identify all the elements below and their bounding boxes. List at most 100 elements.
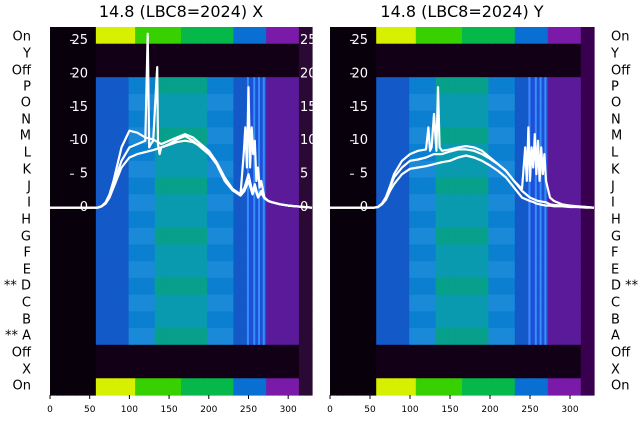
heatmap-cell <box>63 244 71 262</box>
heatmap-cell <box>356 127 364 145</box>
heatmap-cell <box>363 194 371 212</box>
heatmap-cell <box>128 344 136 363</box>
heatmap-cell <box>488 227 496 246</box>
heatmap-cell <box>69 361 77 379</box>
heatmap-cell <box>226 294 234 312</box>
heatmap-cell <box>422 344 430 363</box>
heatmap-cell <box>141 177 149 195</box>
heatmap-cell <box>481 227 489 246</box>
heatmap-cell <box>63 344 71 363</box>
heatmap-cell <box>95 160 103 179</box>
heatmap-background <box>330 27 595 396</box>
heatmap-cell <box>108 361 117 379</box>
heatmap-cell <box>336 93 344 112</box>
heatmap-cell <box>200 194 208 212</box>
heatmap-cell <box>587 294 595 312</box>
heatmap-cell <box>336 60 344 78</box>
heatmap-cell <box>279 27 287 45</box>
heatmap-cell <box>246 227 254 246</box>
heatmap-cell <box>181 261 189 279</box>
x-tick-label: 250 <box>240 405 257 415</box>
heatmap-cell <box>330 261 338 279</box>
heatmap-cell <box>587 43 595 62</box>
heatmap-cell <box>95 328 103 346</box>
heatmap-cell <box>233 177 241 195</box>
heatmap-cell <box>154 27 162 45</box>
heatmap-cell <box>95 344 103 363</box>
heatmap-cell <box>580 277 588 296</box>
heatmap-cell <box>587 60 595 78</box>
heatmap-cell <box>508 60 516 78</box>
heatmap-cell <box>200 378 208 396</box>
heatmap-cell <box>501 60 509 78</box>
heatmap-cell <box>161 311 169 329</box>
heatmap-cell <box>82 144 90 162</box>
heatmap-cell <box>574 110 582 128</box>
heatmap-cell <box>220 261 228 279</box>
heatmap-cell <box>82 43 90 62</box>
heatmap-cell <box>194 277 202 296</box>
heatmap-cell <box>213 127 221 145</box>
heatmap-cell <box>50 127 58 145</box>
heatmap-cell <box>194 60 202 78</box>
heatmap-cell <box>422 127 430 145</box>
heatmap-cell <box>135 227 143 246</box>
heatmap-cell <box>415 60 423 78</box>
heatmap-cell <box>363 378 371 396</box>
series-line-3 <box>330 86 595 209</box>
heatmap-cell <box>422 211 430 229</box>
heatmap-cell <box>239 93 248 112</box>
heatmap-cell <box>154 378 162 396</box>
heatmap-cell <box>56 261 64 279</box>
heatmap-cell <box>580 244 588 262</box>
heatmap-cell <box>285 43 293 62</box>
heatmap-cell <box>488 60 496 78</box>
heatmap-cell <box>547 194 555 212</box>
heatmap-cell <box>239 77 248 95</box>
x-tick-label: 150 <box>441 405 458 415</box>
heatmap-cell <box>56 93 64 112</box>
heatmap-cell <box>76 177 84 195</box>
heatmap-cell <box>508 110 516 128</box>
heatmap-cell <box>336 361 344 379</box>
heatmap-cell <box>167 311 176 329</box>
heatmap-cell <box>402 361 410 379</box>
heatmap-cell <box>272 311 280 329</box>
heatmap-cell <box>481 344 489 363</box>
heatmap-cell <box>89 144 97 162</box>
heatmap-cell <box>226 211 234 229</box>
heatmap-cell <box>488 177 496 195</box>
heatmap-cell <box>580 43 588 62</box>
heatmap-cell <box>285 77 293 95</box>
heatmap-cell <box>521 177 529 195</box>
heatmap-cell <box>292 127 300 145</box>
heatmap-cell <box>69 244 77 262</box>
heatmap-cell <box>239 27 248 45</box>
heatmap-cell <box>349 211 357 229</box>
heatmap-cell <box>298 160 307 179</box>
heatmap-cell <box>89 110 97 128</box>
heatmap-cell <box>115 261 123 279</box>
heatmap-cell <box>76 194 84 212</box>
heatmap-cell <box>239 60 248 78</box>
heatmap-cell <box>429 311 437 329</box>
heatmap-cell <box>298 344 307 363</box>
heatmap-cell <box>521 93 529 112</box>
heatmap-cell <box>554 144 562 162</box>
heatmap-cell <box>561 110 569 128</box>
heatmap-cell <box>376 361 384 379</box>
heatmap-cell <box>415 311 423 329</box>
heatmap-cell <box>402 227 410 246</box>
heatmap-cell <box>200 227 208 246</box>
heatmap-cell <box>580 344 588 363</box>
heatmap-cell <box>336 110 344 128</box>
heatmap-cell <box>402 261 410 279</box>
heatmap-cell <box>194 160 202 179</box>
heatmap-cell <box>259 60 267 78</box>
heatmap-cell <box>501 177 509 195</box>
heatmap-cell <box>233 194 241 212</box>
heatmap-cell <box>102 60 110 78</box>
heatmap-cell <box>272 93 280 112</box>
heatmap-cell <box>272 244 280 262</box>
